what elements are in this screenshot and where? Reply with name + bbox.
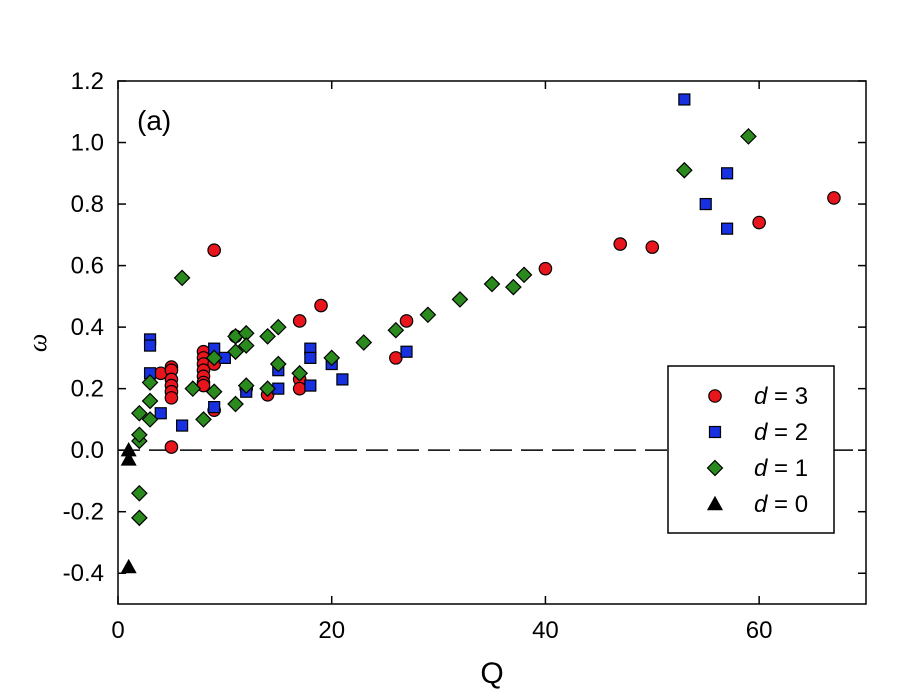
series-triangle: [120, 441, 137, 574]
data-point: [387, 321, 405, 339]
data-point: [237, 337, 255, 354]
data-point: [419, 306, 437, 324]
data-point: [304, 379, 317, 392]
data-point: [205, 383, 223, 401]
legend-label: d = 3: [754, 383, 808, 410]
data-point: [336, 373, 349, 386]
x-axis-title: Q: [480, 657, 503, 690]
legend-label: d = 0: [754, 491, 808, 518]
y-tick-label: 1.0: [71, 130, 104, 157]
data-point: [141, 411, 159, 428]
y-tick-label: 0.0: [71, 437, 104, 464]
panel-label: (a): [137, 105, 171, 136]
data-point: [613, 237, 628, 251]
data-point: [227, 395, 244, 413]
data-point: [154, 407, 167, 420]
y-tick-label: -0.4: [63, 560, 104, 587]
data-point: [355, 334, 373, 351]
x-tick-label: 0: [111, 617, 124, 644]
data-point: [505, 278, 522, 296]
data-point: [645, 240, 660, 254]
data-point: [483, 275, 501, 293]
data-point: [451, 291, 469, 308]
series-diamond: [131, 128, 757, 527]
y-tick-label: 1.2: [71, 68, 104, 95]
data-point: [141, 374, 159, 391]
y-tick-label: 0.4: [71, 314, 104, 341]
y-tick-label: 0.2: [71, 376, 104, 403]
data-point: [740, 128, 757, 145]
data-point: [131, 509, 148, 527]
data-point: [292, 381, 307, 396]
legend-marker: [706, 459, 724, 477]
legend-box: [667, 365, 835, 534]
data-point: [720, 222, 734, 235]
data-point: [292, 314, 307, 328]
data-point: [143, 339, 157, 352]
data-point: [269, 318, 287, 336]
legend-marker: [708, 389, 722, 403]
data-point: [205, 349, 223, 367]
data-point: [389, 351, 403, 365]
data-point: [141, 392, 159, 410]
legend: d = 3 d = 2 d = 1 d = 0: [667, 365, 835, 534]
data-point: [399, 314, 414, 328]
data-point: [675, 161, 693, 179]
x-tick-label: 60: [746, 617, 773, 644]
data-point: [400, 345, 413, 358]
y-tick-label: -0.2: [63, 499, 104, 526]
legend-marker: [706, 495, 724, 511]
data-point: [131, 484, 148, 502]
data-point: [752, 215, 766, 230]
plot-frame: [117, 80, 867, 605]
data-point: [207, 243, 221, 258]
data-point: [227, 343, 244, 361]
data-point: [208, 401, 221, 414]
data-point: [173, 269, 191, 287]
data-point: [538, 261, 553, 276]
data-point: [164, 391, 179, 405]
data-point: [120, 558, 137, 574]
data-point: [259, 327, 276, 345]
x-tick-label: 20: [318, 617, 345, 644]
y-tick-label: 0.8: [71, 191, 104, 218]
data-point: [120, 451, 137, 466]
data-point: [184, 380, 202, 397]
series-square: [143, 93, 734, 432]
data-point: [131, 404, 148, 422]
data-point: [827, 191, 841, 205]
data-point: [314, 298, 328, 313]
x-tick-label: 40: [532, 617, 559, 644]
data-point: [259, 380, 276, 397]
data-point: [195, 411, 212, 428]
y-axis-title: ω: [23, 334, 52, 352]
axes: 0 20 40 60 -0.4 -0.2 0.0 0.2 0.4 0.6 0.8 1.0 1.2: [63, 68, 866, 644]
legend-marker: [708, 425, 722, 439]
data-point: [176, 419, 189, 432]
legend-label: d = 2: [754, 419, 808, 446]
data-point: [699, 197, 712, 211]
data-point: [515, 266, 533, 284]
plot-area: [118, 93, 866, 574]
data-point: [720, 167, 734, 180]
data-point: [304, 351, 317, 364]
data-point: [269, 355, 287, 373]
series-circle: [153, 191, 841, 454]
data-point: [164, 440, 179, 454]
data-point: [323, 349, 341, 367]
data-point: [291, 364, 309, 382]
data-point: [678, 93, 691, 106]
legend-label: d = 1: [754, 455, 808, 482]
data-point: [131, 426, 148, 444]
data-point: [237, 377, 255, 394]
y-tick-label: 0.6: [71, 253, 104, 280]
